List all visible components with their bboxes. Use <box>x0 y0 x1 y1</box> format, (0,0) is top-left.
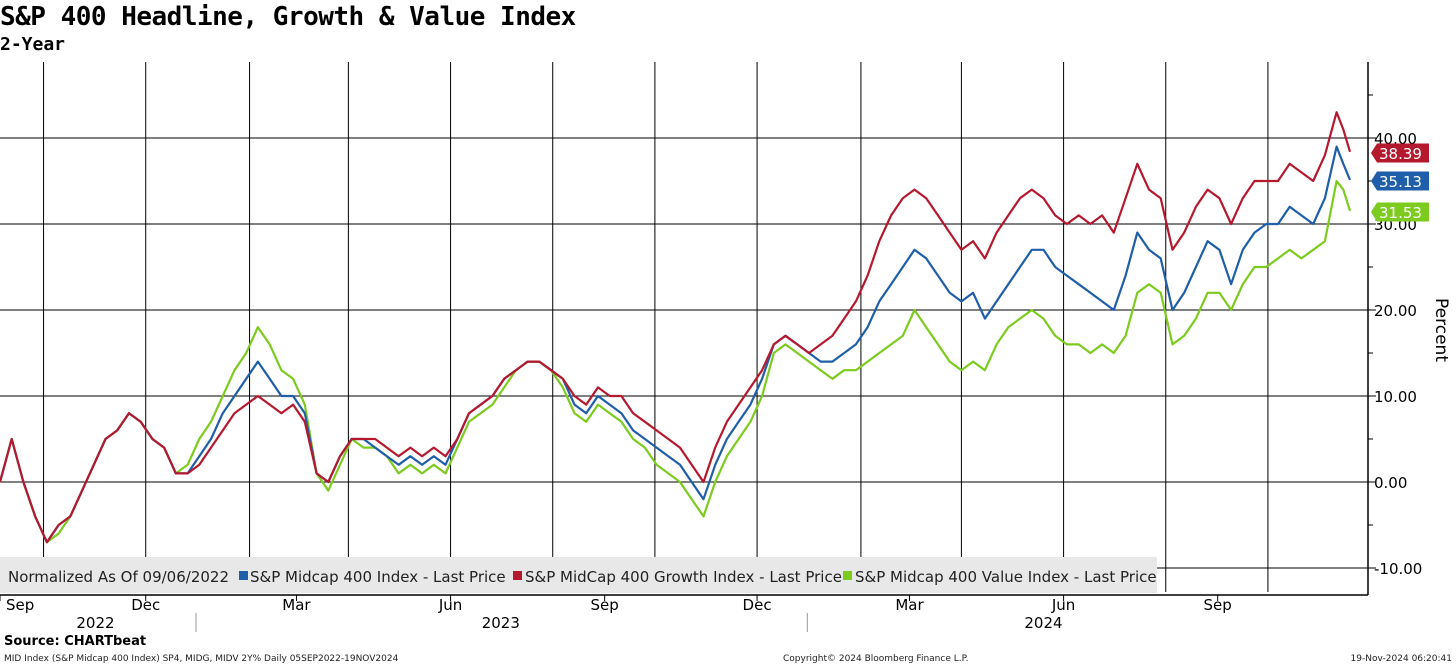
legend: Normalized As Of 09/06/2022 S&P Midcap 4… <box>0 557 1157 593</box>
legend-prefix: Normalized As Of 09/06/2022 <box>8 568 229 586</box>
x-year-label: 2023 <box>482 614 520 632</box>
legend-entry-value: S&P Midcap 400 Value Index - Last Price <box>855 568 1157 586</box>
series-line <box>0 145 1352 544</box>
last-value-tag <box>1371 143 1429 163</box>
x-tick-label: Sep <box>1204 596 1232 614</box>
legend-entry-growth: S&P MidCap 400 Growth Index - Last Price <box>525 568 842 586</box>
footer-copyright: Copyright© 2024 Bloomberg Finance L.P. <box>783 654 969 664</box>
legend-swatch-growth <box>513 571 522 580</box>
y-tick-label: 0.00 <box>1374 474 1407 492</box>
series-line <box>0 179 1352 544</box>
x-tick-label: Jun <box>1051 596 1075 614</box>
last-value-tag <box>1371 202 1429 222</box>
last-value-label: 38.39 <box>1379 145 1422 163</box>
series-layer <box>0 111 1352 544</box>
legend-entry-midcap: S&P Midcap 400 Index - Last Price <box>250 568 506 586</box>
x-tick-label: Sep <box>6 596 34 614</box>
x-tick-label: Mar <box>895 596 924 614</box>
y-tick-label: 10.00 <box>1374 388 1417 406</box>
footer-index-info: MID Index (S&P Midcap 400 Index) SP4, MI… <box>4 654 399 664</box>
footer-timestamp: 19-Nov-2024 06:20:41 <box>1350 654 1452 664</box>
x-year-label: 2022 <box>76 614 114 632</box>
source-note: Source: CHARTbeat <box>4 634 147 649</box>
x-tick-label: Sep <box>591 596 619 614</box>
chart-title: S&P 400 Headline, Growth & Value Index <box>0 2 576 32</box>
legend-background <box>0 557 1157 593</box>
last-value-labels: 38.39 35.13 31.53 <box>1371 143 1429 222</box>
vertical-gridlines <box>43 62 1269 592</box>
x-tick-label: Jun <box>438 596 462 614</box>
chart-subtitle: 2-Year <box>0 34 66 55</box>
x-tick-label: Mar <box>282 596 311 614</box>
x-tick-label: Dec <box>131 596 160 614</box>
y-axis-label: Percent <box>1431 298 1451 362</box>
last-value-tag <box>1371 171 1429 191</box>
last-value-label: 35.13 <box>1379 173 1422 191</box>
legend-swatch-midcap <box>239 571 248 580</box>
y-tick-label: 20.00 <box>1374 302 1417 320</box>
series-line <box>0 111 1352 544</box>
x-tick-label: Dec <box>743 596 772 614</box>
legend-swatch-value <box>843 571 852 580</box>
last-value-label: 31.53 <box>1379 204 1422 222</box>
x-year-label: 2024 <box>1024 614 1062 632</box>
y-tick-label: -10.00 <box>1374 560 1422 578</box>
